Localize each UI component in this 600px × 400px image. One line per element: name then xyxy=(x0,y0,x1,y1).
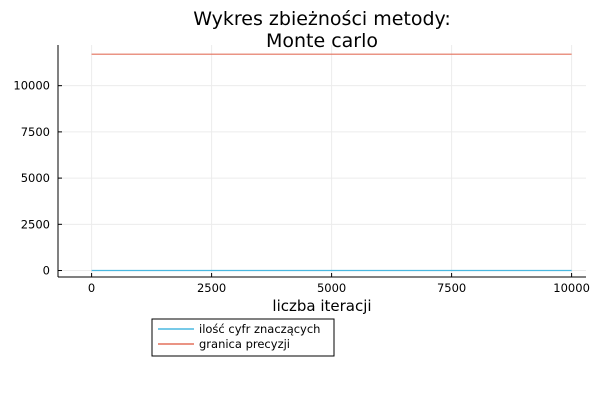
y-tick-label: 7500 xyxy=(21,125,50,139)
series-lines xyxy=(91,53,572,272)
y-tick-label: 0 xyxy=(43,264,50,278)
legend: ilość cyfr znaczących granica precyzji xyxy=(151,318,335,357)
x-axis-label: liczba iteracji xyxy=(272,297,371,315)
legend-label-granica: granica precyzji xyxy=(199,337,290,351)
x-tick-label: 10000 xyxy=(553,281,590,295)
grid-lines xyxy=(58,45,586,277)
y-tick-label: 10000 xyxy=(13,79,50,93)
x-tick-label: 2500 xyxy=(197,281,226,295)
chart-title-line-2: Monte carlo xyxy=(266,30,378,52)
x-tick-label: 0 xyxy=(88,281,95,295)
y-tick-label: 2500 xyxy=(21,217,50,231)
y-tick-labels: 0 2500 5000 7500 10000 xyxy=(13,79,62,278)
x-tick-labels: 0 2500 5000 7500 10000 xyxy=(88,273,590,295)
legend-box xyxy=(151,318,335,357)
chart-title-line-1: Wykres zbieżności metody: xyxy=(193,8,451,30)
x-tick-label: 5000 xyxy=(317,281,346,295)
y-tick-label: 5000 xyxy=(21,171,50,185)
legend-label-ilosc: ilość cyfr znaczących xyxy=(199,322,320,336)
x-tick-label: 7500 xyxy=(437,281,466,295)
